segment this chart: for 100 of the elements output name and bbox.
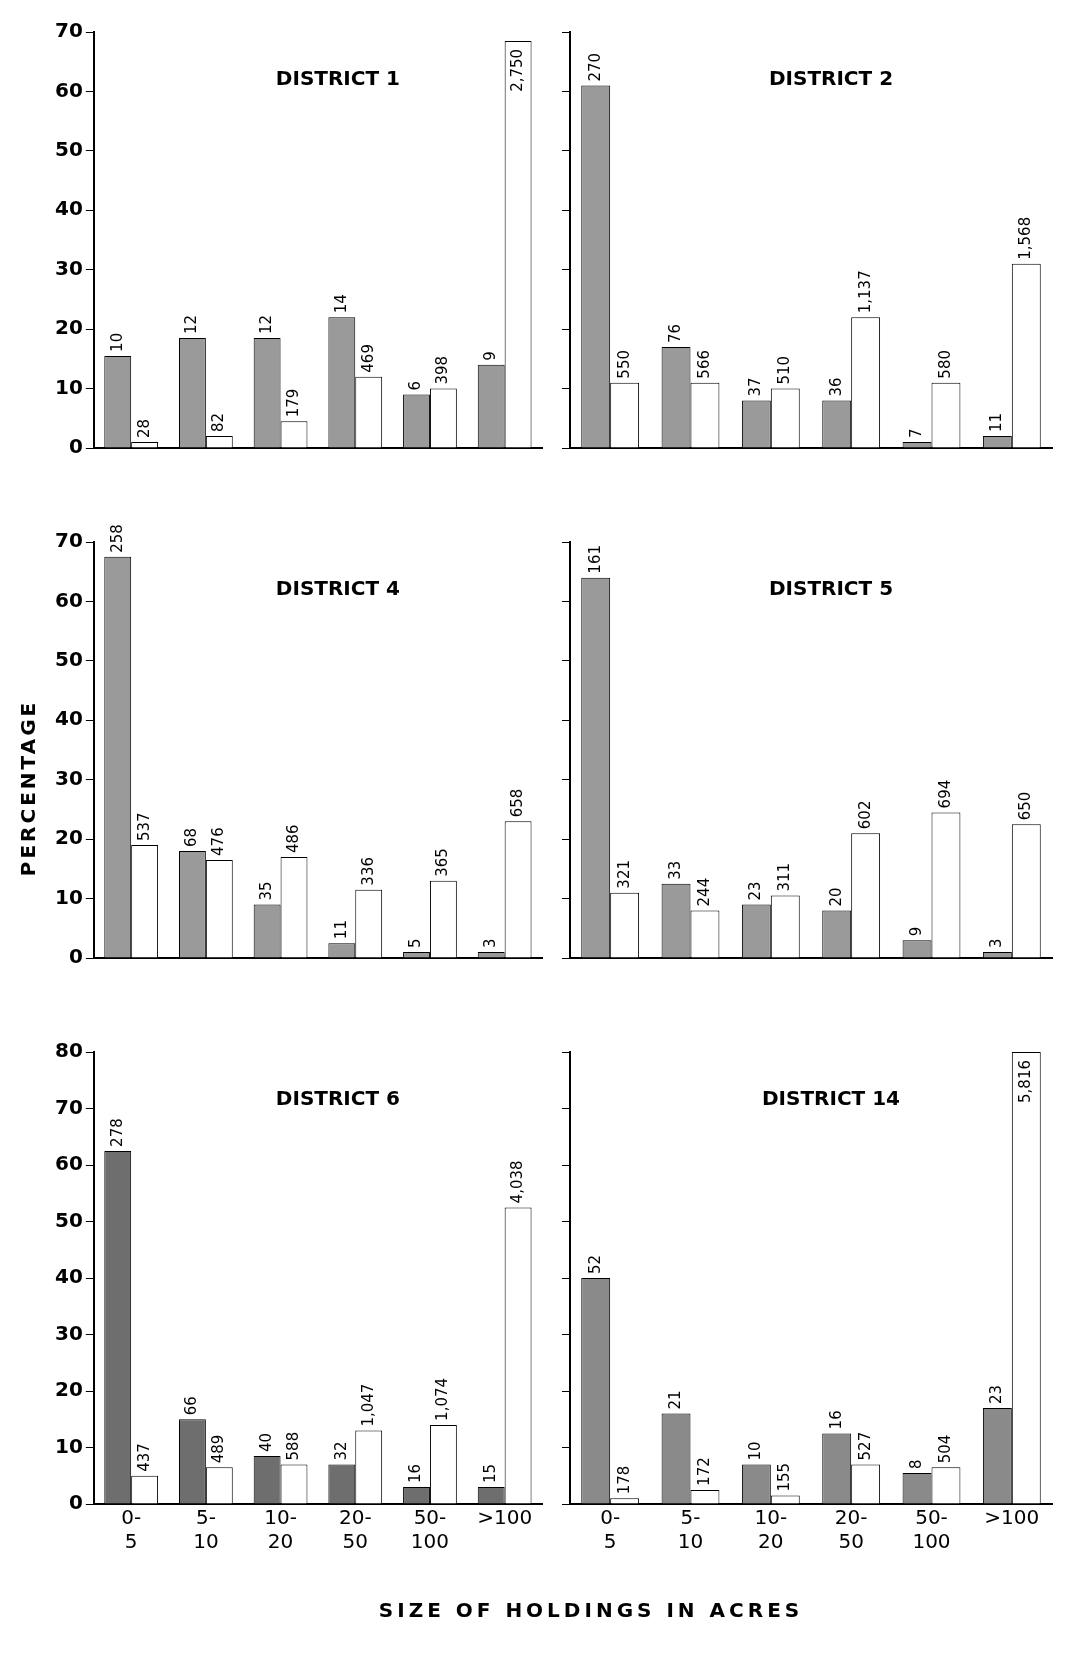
annotation: 8 bbox=[906, 1459, 925, 1469]
annotation: 23 bbox=[987, 1384, 1006, 1404]
annotation: 3 bbox=[987, 938, 1006, 949]
annotation: 179 bbox=[283, 388, 302, 418]
annotation: 23 bbox=[746, 881, 765, 901]
y-tick-label: 40 bbox=[54, 196, 83, 221]
annotation: 537 bbox=[134, 812, 153, 842]
y-tick-label: 70 bbox=[54, 18, 83, 43]
annotation: 476 bbox=[209, 827, 228, 856]
annotation: 602 bbox=[855, 800, 874, 830]
y-tick-label: 50 bbox=[54, 137, 83, 162]
annotation: 550 bbox=[614, 349, 633, 379]
annotation: 20 bbox=[826, 887, 845, 907]
y-tick-label: 0 bbox=[68, 434, 83, 459]
y-tick-label: 10 bbox=[54, 884, 83, 909]
annotation: 172 bbox=[694, 1457, 713, 1486]
text: DISTRICT 1 bbox=[275, 66, 400, 91]
annotation: 336 bbox=[358, 857, 377, 886]
y-tick-label: 20 bbox=[54, 315, 83, 340]
annotation: 694 bbox=[935, 779, 954, 809]
x-tick-label: 10-20 bbox=[754, 1505, 788, 1554]
annotation: 16 bbox=[406, 1463, 425, 1484]
y-tick-label: 50 bbox=[54, 1207, 83, 1232]
y-tick-label: 30 bbox=[54, 255, 83, 280]
annotation: 4,038 bbox=[507, 1160, 526, 1204]
annotation: 321 bbox=[614, 859, 633, 889]
annotation: 2,750 bbox=[507, 48, 526, 92]
y-axis-title: PERCENTAGE bbox=[16, 699, 40, 877]
annotation: 21 bbox=[665, 1390, 684, 1410]
x-tick-label: 10-20 bbox=[264, 1505, 297, 1554]
text: DISTRICT 6 bbox=[275, 1086, 400, 1111]
annotation: 76 bbox=[665, 323, 684, 343]
x-tick-label: 0-5 bbox=[600, 1505, 621, 1554]
x-axis-title: SIZE OF HOLDINGS IN ACRES bbox=[377, 1598, 805, 1622]
annotation: 5,816 bbox=[1016, 1060, 1035, 1103]
y-tick-label: 10 bbox=[54, 1433, 83, 1458]
annotation: 489 bbox=[209, 1434, 228, 1464]
y-tick-label: 50 bbox=[54, 647, 83, 672]
y-tick-label: 60 bbox=[54, 587, 83, 612]
annotation: 66 bbox=[182, 1396, 201, 1416]
x-tick-label: 20-50 bbox=[338, 1505, 372, 1554]
annotation: 258 bbox=[107, 524, 126, 553]
annotation: 11 bbox=[331, 920, 350, 940]
annotation: 580 bbox=[935, 349, 954, 379]
annotation: 244 bbox=[694, 877, 713, 907]
text: DISTRICT 14 bbox=[761, 1086, 901, 1111]
annotation: 278 bbox=[107, 1118, 126, 1147]
annotation: 9 bbox=[906, 926, 925, 937]
annotation: 37 bbox=[746, 377, 765, 397]
annotation: 311 bbox=[775, 862, 794, 892]
annotation: 1,568 bbox=[1016, 216, 1035, 260]
annotation: 161 bbox=[585, 545, 604, 574]
x-tick-label: >100 bbox=[984, 1505, 1040, 1530]
annotation: 3 bbox=[481, 938, 500, 949]
y-tick-label: 80 bbox=[54, 1038, 83, 1063]
annotation: 178 bbox=[614, 1465, 633, 1495]
annotation: 68 bbox=[182, 827, 201, 848]
annotation: 437 bbox=[134, 1443, 153, 1472]
annotation: 10 bbox=[107, 332, 126, 352]
annotation: 155 bbox=[775, 1462, 794, 1492]
x-tick-label: >100 bbox=[477, 1505, 533, 1530]
annotation: 270 bbox=[585, 52, 604, 82]
y-tick-label: 70 bbox=[54, 528, 83, 553]
annotation: 365 bbox=[433, 848, 452, 877]
y-tick-label: 40 bbox=[54, 1264, 83, 1289]
annotation: 1,074 bbox=[433, 1377, 452, 1421]
annotation: 527 bbox=[855, 1431, 874, 1461]
x-tick-label: 5-10 bbox=[193, 1505, 219, 1554]
text: DISTRICT 4 bbox=[275, 576, 400, 601]
annotation: 12 bbox=[182, 314, 201, 335]
text: DISTRICT 5 bbox=[768, 576, 894, 601]
annotation: 398 bbox=[433, 355, 452, 385]
annotation: 1,047 bbox=[358, 1383, 377, 1427]
y-tick-label: 60 bbox=[54, 77, 83, 102]
y-tick-label: 0 bbox=[68, 944, 83, 969]
annotation: 9 bbox=[481, 351, 500, 361]
annotation: 14 bbox=[331, 294, 350, 314]
y-tick-label: 40 bbox=[54, 706, 83, 731]
annotation: 11 bbox=[987, 413, 1006, 433]
annotation: 16 bbox=[826, 1410, 845, 1430]
y-tick-label: 30 bbox=[54, 1320, 83, 1345]
annotation: 32 bbox=[331, 1441, 350, 1461]
annotation: 12 bbox=[257, 314, 276, 335]
annotation: 5 bbox=[406, 938, 425, 949]
annotation: 40 bbox=[257, 1432, 276, 1452]
annotation: 7 bbox=[906, 428, 925, 439]
annotation: 504 bbox=[935, 1434, 954, 1464]
x-tick-label: 5-10 bbox=[677, 1505, 704, 1554]
y-tick-label: 20 bbox=[54, 1377, 83, 1402]
annotation: 33 bbox=[665, 860, 684, 880]
annotation: 650 bbox=[1016, 791, 1035, 821]
y-tick-label: 30 bbox=[54, 765, 83, 790]
annotation: 82 bbox=[209, 413, 228, 433]
annotation: 15 bbox=[481, 1463, 500, 1484]
x-tick-label: 0-5 bbox=[121, 1505, 142, 1554]
x-tick-label: 50-100 bbox=[410, 1505, 450, 1554]
annotation: 35 bbox=[257, 881, 276, 901]
y-tick-label: 70 bbox=[54, 1094, 83, 1119]
annotation: 28 bbox=[134, 418, 153, 439]
annotation: 1,137 bbox=[855, 270, 874, 314]
